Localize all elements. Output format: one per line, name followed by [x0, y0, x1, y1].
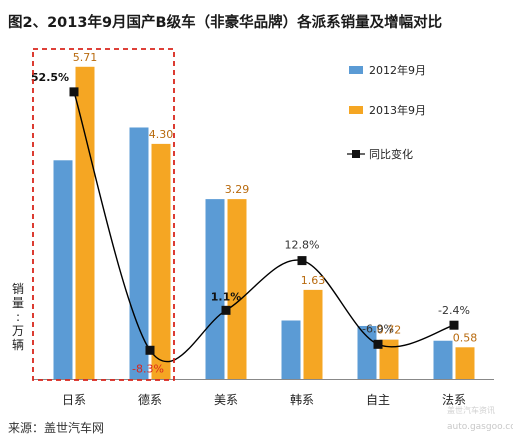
- y-axis-label-char: 销: [12, 282, 24, 296]
- x-tick-label: 美系: [214, 393, 238, 407]
- bar-value-label: 1.63: [301, 274, 326, 287]
- chart-title: 图2、2013年9月国产B级车（非豪华品牌）各派系销量及增幅对比: [8, 13, 442, 31]
- bar-value-label: 4.30: [149, 128, 174, 141]
- yoy-marker: [297, 256, 307, 266]
- bar-value-label: 0.72: [377, 324, 402, 337]
- legend-swatch: [349, 106, 363, 114]
- bar-value-label: 0.58: [453, 331, 478, 344]
- y-axis-label-char: 量: [12, 296, 24, 310]
- legend-line-marker: [352, 150, 360, 158]
- x-tick-label: 日系: [62, 393, 86, 407]
- y-axis-label-char: 万: [12, 324, 24, 338]
- legend-label: 2013年9月: [369, 103, 426, 117]
- watermark-line1: 盖世汽车资讯: [447, 405, 495, 415]
- yoy-value-label: -6.9%: [362, 322, 394, 335]
- yoy-marker: [449, 320, 459, 330]
- yoy-marker: [221, 305, 231, 315]
- bar-2012: [281, 320, 301, 379]
- bar-2013: [227, 199, 247, 379]
- bar-2012: [205, 199, 225, 379]
- yoy-value-label: 12.8%: [285, 239, 320, 252]
- yoy-value-label: -2.4%: [438, 304, 470, 317]
- watermark: 盖世汽车资讯 auto.gasgoo.com: [447, 405, 513, 432]
- bar-2012: [433, 340, 453, 379]
- legend-label: 2012年9月: [369, 63, 426, 77]
- yoy-value-label: -8.3%: [132, 362, 164, 375]
- yoy-value-label: 1.1%: [211, 290, 242, 303]
- source-note: 来源：盖世汽车网: [8, 420, 104, 435]
- bar-2013: [455, 347, 475, 379]
- bar-2013: [75, 66, 95, 380]
- yoy-value-label: 52.5%: [31, 71, 69, 84]
- yoy-marker: [373, 339, 383, 349]
- x-axis: 日系 德系 美系 韩系 自主 法系: [34, 379, 494, 407]
- yoy-marker: [69, 87, 79, 97]
- bar-value-label: 5.71: [73, 51, 98, 64]
- y-axis-label: 销量:万辆: [12, 282, 24, 352]
- y-axis-label-char: :: [16, 310, 20, 324]
- data-labels-layer: 5.71 4.30 3.29 1.63 0.72 0.58 52.5% -8.3% 1.1% 12…: [31, 51, 477, 375]
- x-tick-label: 自主: [366, 393, 390, 407]
- bar-2012: [357, 325, 377, 379]
- yoy-line-layer: [69, 87, 459, 363]
- bar-2013: [379, 339, 399, 379]
- watermark-line2: auto.gasgoo.com: [447, 422, 513, 432]
- highlight-box: [32, 48, 175, 381]
- legend-label: 同比变化: [369, 147, 413, 161]
- bar-2012: [53, 160, 73, 379]
- bar-2013: [151, 143, 171, 379]
- x-tick-label: 德系: [138, 392, 162, 407]
- legend-swatch: [349, 66, 363, 74]
- yoy-marker: [145, 345, 155, 355]
- x-tick-label: 韩系: [290, 392, 314, 407]
- bar-2012: [129, 127, 149, 379]
- bar-value-label: 3.29: [225, 183, 250, 196]
- y-axis-label-char: 辆: [12, 338, 24, 352]
- x-tick-label: 法系: [442, 393, 466, 407]
- bar-2013: [303, 289, 323, 379]
